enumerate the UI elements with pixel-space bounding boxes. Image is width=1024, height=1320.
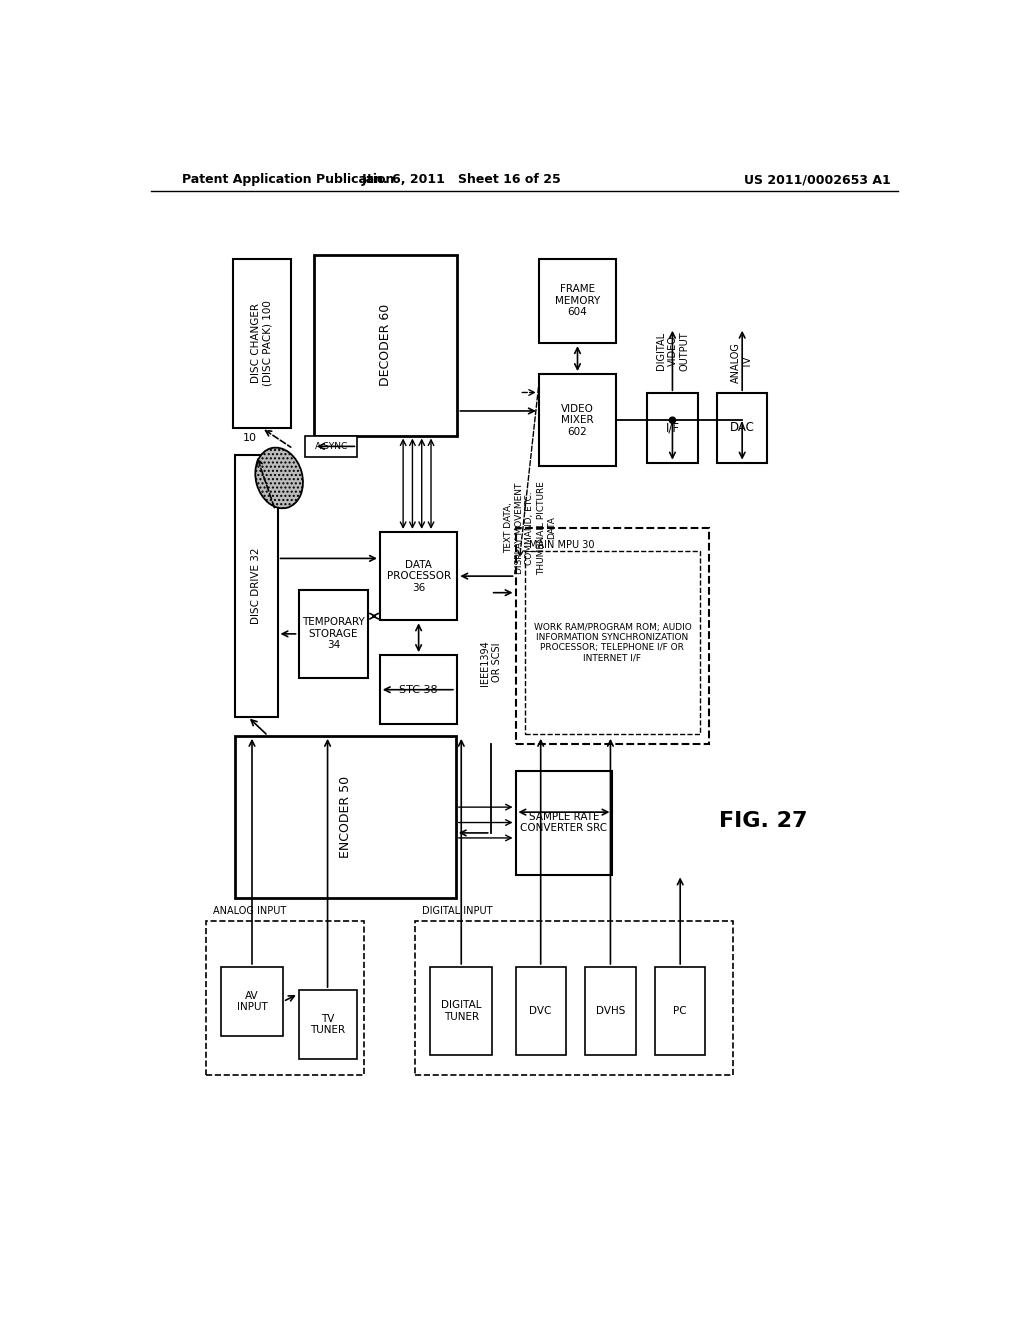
Bar [515,771,612,875]
Text: ANALOG INPUT: ANALOG INPUT [213,906,287,916]
Text: DECODER 60: DECODER 60 [379,304,392,387]
Text: STC 38: STC 38 [399,685,438,694]
Text: DIGITAL INPUT: DIGITAL INPUT [423,906,493,916]
Text: IEEE1394
OR SCSI: IEEE1394 OR SCSI [480,640,502,685]
Text: Patent Application Publication: Patent Application Publication [182,173,394,186]
Text: TEMPORARY
STORAGE
34: TEMPORARY STORAGE 34 [302,618,365,651]
Circle shape [670,417,676,424]
Bar [234,737,456,898]
Text: DVHS: DVHS [596,1006,625,1016]
Text: DIGITAL
TUNER: DIGITAL TUNER [441,1001,481,1022]
Text: A-SYNC: A-SYNC [314,442,348,451]
Text: US 2011/0002653 A1: US 2011/0002653 A1 [744,173,891,186]
Bar [380,655,458,725]
Text: TV
TUNER: TV TUNER [310,1014,345,1035]
Bar [655,968,706,1056]
Text: VIDEO
MIXER
602: VIDEO MIXER 602 [561,404,594,437]
Bar [299,590,369,678]
Bar [524,552,700,734]
Text: PC: PC [674,1006,687,1016]
Text: AV
INPUT: AV INPUT [237,991,267,1012]
Bar [380,532,458,620]
Bar [305,436,357,457]
Text: TEXT DATA,
DISPLAY MOVEMENT
COMMAND, ETC.: TEXT DATA, DISPLAY MOVEMENT COMMAND, ETC… [505,482,535,574]
Text: DISC CHANGER
(DISC PACK) 100: DISC CHANGER (DISC PACK) 100 [251,300,272,387]
Text: SAMPLE RATE
CONVERTER SRC: SAMPLE RATE CONVERTER SRC [520,812,607,833]
Ellipse shape [255,447,303,508]
Bar [314,255,458,436]
Text: FRAME
MEMORY
604: FRAME MEMORY 604 [555,284,600,317]
Bar [234,455,278,717]
Bar [299,990,356,1059]
Bar [647,393,697,462]
Text: ENCODER 50: ENCODER 50 [339,776,352,858]
Text: MAIN MPU 30: MAIN MPU 30 [529,540,595,550]
Bar [586,968,636,1056]
Text: DVC: DVC [529,1006,552,1016]
Bar [232,259,291,428]
Text: DATA
PROCESSOR
36: DATA PROCESSOR 36 [387,560,451,593]
Bar [539,259,616,343]
Bar [717,393,767,462]
Bar [415,921,732,1074]
Text: 10: 10 [243,433,257,444]
Text: DISC DRIVE 32: DISC DRIVE 32 [251,548,261,624]
Text: DIGITAL
VIDEO
OUTPUT: DIGITAL VIDEO OUTPUT [655,331,689,371]
Text: THUMBNAIL PICTURE
DATA: THUMBNAIL PICTURE DATA [537,480,556,576]
Text: ANALOG
TV: ANALOG TV [731,342,753,383]
Bar [515,968,566,1056]
Bar [430,968,493,1056]
Text: I/F: I/F [666,421,680,434]
Text: Jan. 6, 2011   Sheet 16 of 25: Jan. 6, 2011 Sheet 16 of 25 [361,173,561,186]
Bar [515,528,710,743]
Bar [206,921,365,1074]
Text: WORK RAM/PROGRAM ROM; AUDIO
INFORMATION SYNCHRONIZATION
PROCESSOR; TELEPHONE I/F: WORK RAM/PROGRAM ROM; AUDIO INFORMATION … [534,623,691,663]
Text: DAC: DAC [730,421,755,434]
Bar [539,374,616,466]
Text: FIG. 27: FIG. 27 [719,810,808,830]
Bar [221,966,283,1036]
